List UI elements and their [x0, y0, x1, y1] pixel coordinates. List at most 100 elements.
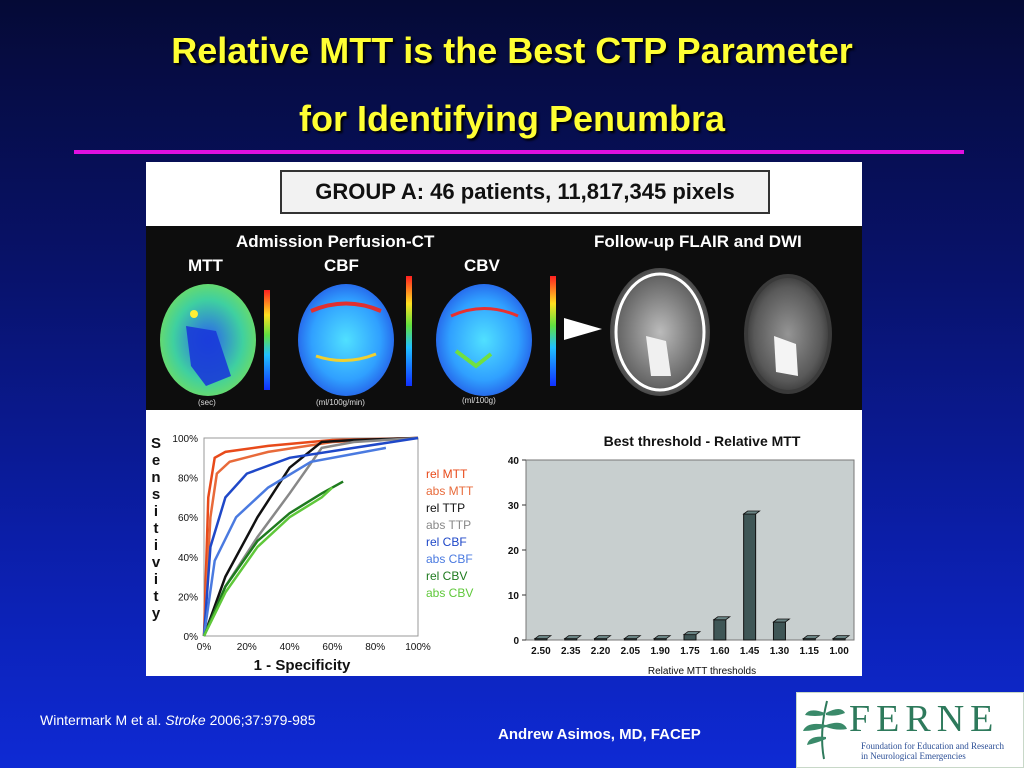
threshold-bar-chart: Best threshold - Relative MTT 010203040 … — [508, 433, 855, 676]
bar-category-label: 1.75 — [680, 646, 700, 657]
bar-top — [712, 616, 732, 621]
slide-title-line1: Relative MTT is the Best CTP Parameter — [171, 30, 853, 71]
bar-category-label: 1.15 — [800, 646, 820, 657]
mtt-map — [160, 284, 270, 396]
roc-y-tick-label: 20% — [178, 592, 198, 603]
logo-sub-line2: in Neurological Emergencies — [861, 751, 966, 761]
ferne-logo: FERNE Foundation for Education and Resea… — [796, 692, 1024, 768]
bar-category-label: 1.90 — [650, 646, 670, 657]
roc-x-tick-label: 100% — [405, 642, 431, 653]
citation: Wintermark M et al. Stroke 2006;37:979-9… — [40, 712, 315, 728]
bar-xlabel: Relative MTT thresholds — [648, 666, 756, 676]
citation-suffix: 2006;37:979-985 — [205, 712, 316, 728]
bar — [713, 619, 727, 641]
roc-series-line — [202, 436, 419, 637]
logo-subtitle: Foundation for Education and Research in… — [861, 741, 1004, 761]
right-arrow-icon — [564, 318, 602, 340]
roc-legend-entry: abs MTT — [426, 484, 474, 498]
bar-top — [533, 635, 553, 640]
roc-y-tick-label: 0% — [184, 632, 199, 643]
roc-x-tick-label: 0% — [197, 642, 212, 653]
roc-ylabel-letter: t — [154, 588, 159, 605]
bar-y-tick-label: 10 — [508, 591, 520, 602]
citation-prefix: Wintermark M et al. — [40, 712, 166, 728]
perfusion-header: Admission Perfusion-CT — [236, 232, 435, 251]
group-label: GROUP A: 46 patients, 11,817,345 pixels — [280, 170, 770, 214]
roc-series-line — [202, 446, 387, 637]
mtt-unit: (sec) — [198, 398, 216, 407]
bar — [743, 513, 757, 641]
roc-series-line — [202, 480, 344, 637]
roc-ylabel-letter: e — [152, 452, 160, 469]
author-name: Andrew Asimos, MD, FACEP — [498, 726, 701, 743]
bar-top — [623, 635, 642, 640]
bar-top — [831, 635, 851, 640]
bar — [772, 621, 786, 641]
roc-y-tick-label: 40% — [178, 553, 198, 564]
followup-header: Follow-up FLAIR and DWI — [594, 232, 802, 251]
dwi-image — [744, 274, 832, 394]
roc-legend-entry: rel TTP — [426, 501, 465, 515]
roc-y-tick-label: 100% — [172, 434, 198, 445]
bar-category-label: 1.60 — [710, 646, 730, 657]
bar-category-label: 1.45 — [740, 646, 760, 657]
roc-y-tick-label: 80% — [178, 474, 198, 485]
roc-ylabel-letter: S — [151, 435, 161, 452]
logo-sub-line1: Foundation for Education and Research — [861, 741, 1004, 751]
roc-x-tick-label: 80% — [365, 642, 385, 653]
bar-top — [742, 510, 761, 515]
brain-images — [160, 268, 832, 396]
roc-ylabel-letter: s — [152, 486, 160, 503]
roc-plot-frame — [203, 437, 419, 637]
roc-series-line — [202, 436, 419, 637]
bar-title: Best threshold - Relative MTT — [604, 433, 801, 449]
bar-top — [802, 635, 821, 640]
bar-top — [682, 631, 702, 636]
bar-category-label: 1.30 — [770, 646, 790, 657]
roc-x-tick-label: 60% — [322, 642, 342, 653]
roc-x-tick-label: 20% — [237, 642, 257, 653]
cbv-unit: (ml/100g) — [462, 396, 496, 405]
bar-y-tick-label: 40 — [508, 456, 520, 467]
roc-ylabel-letter: y — [152, 605, 161, 622]
cbf-unit: (ml/100g/min) — [316, 398, 365, 407]
leaf-icon — [803, 700, 847, 760]
bar — [683, 634, 697, 641]
roc-ylabel-letter: i — [154, 537, 158, 554]
roc-y-tick-label: 60% — [178, 513, 198, 524]
cbv-map — [436, 276, 556, 396]
roc-legend-entry: abs TTP — [426, 518, 471, 532]
bar-category-label: 2.35 — [561, 646, 581, 657]
cbf-map — [298, 276, 412, 396]
bar-top — [563, 635, 582, 640]
roc-legend-entry: abs CBV — [426, 586, 473, 600]
roc-legend-entry: rel MTT — [426, 467, 468, 481]
citation-journal: Stroke — [165, 712, 206, 728]
logo-word: FERNE — [849, 698, 1000, 740]
bar-y-tick-label: 0 — [513, 636, 519, 647]
bar-top — [652, 635, 672, 640]
bar-top — [772, 618, 791, 623]
roc-ylabel-letter: v — [152, 554, 161, 571]
roc-x-tick-label: 40% — [280, 642, 300, 653]
map-label-cbf: CBF — [324, 256, 359, 275]
title-divider — [74, 150, 964, 154]
roc-ylabel-letter: i — [154, 503, 158, 520]
map-label-mtt: MTT — [188, 256, 223, 275]
bar-category-label: 2.50 — [531, 646, 551, 657]
bar-top — [593, 635, 612, 640]
roc-legend-entry: abs CBF — [426, 552, 473, 566]
map-label-cbv: CBV — [464, 256, 500, 275]
roc-series-line — [202, 436, 419, 637]
imaging-panel: Admission Perfusion-CT Follow-up FLAIR a… — [146, 226, 862, 410]
roc-legend-entry: rel CBF — [426, 535, 467, 549]
flair-image — [610, 268, 710, 396]
slide-title-line2: for Identifying Penumbra — [298, 98, 726, 139]
roc-series-line — [202, 436, 419, 637]
bar-plot-background — [525, 459, 855, 641]
roc-ylabel-letter: t — [154, 520, 159, 537]
roc-legend-entry: rel CBV — [426, 569, 467, 583]
bar-category-label: 2.20 — [591, 646, 611, 657]
